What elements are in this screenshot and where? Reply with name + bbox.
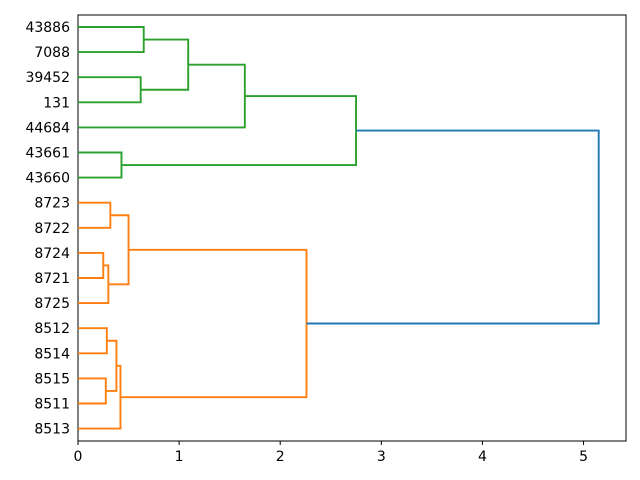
leaf-label: 43660 <box>25 171 70 187</box>
x-tick-label: 4 <box>478 449 487 465</box>
dendrogram-link-orange <box>78 201 112 229</box>
dendrogram-links <box>78 26 600 430</box>
x-tick-label: 0 <box>74 449 83 465</box>
dendrogram-link-orange <box>78 364 122 430</box>
leaf-label: 44684 <box>25 120 70 136</box>
x-tick-label: 1 <box>175 449 184 465</box>
axes-frame <box>77 14 627 442</box>
leaf-label: 8512 <box>34 321 70 337</box>
dendrogram-link-green <box>140 38 190 91</box>
dendrogram-link-orange <box>78 264 110 305</box>
leaf-label: 39452 <box>25 70 70 86</box>
leaf-label: 43661 <box>25 146 70 162</box>
leaf-label: 43886 <box>25 20 70 36</box>
leaf-label: 8723 <box>34 196 70 212</box>
dendrogram-link-green <box>78 63 246 129</box>
leaf-label: 8514 <box>34 346 70 362</box>
dendrogram-link-orange <box>108 214 130 286</box>
leaf-label: 8724 <box>34 246 70 262</box>
leaf-label: 8511 <box>34 397 70 413</box>
leaf-label: 8722 <box>34 221 70 237</box>
x-tick-label: 2 <box>276 449 285 465</box>
leaf-label: 131 <box>43 95 70 111</box>
x-axis: 0 1 2 3 4 5 <box>74 441 588 465</box>
leaf-label: 7088 <box>34 45 70 61</box>
dendrogram-link-orange <box>78 327 108 355</box>
dendrogram-link-orange <box>78 377 107 405</box>
dendrogram-link-orange <box>120 248 308 399</box>
leaf-label: 8513 <box>34 422 70 438</box>
x-tick-label: 3 <box>377 449 386 465</box>
dendrogram-link-green <box>78 76 142 104</box>
dendrogram-link-green <box>78 151 123 179</box>
dendrogram-link-blue <box>306 129 600 325</box>
leaf-label: 8725 <box>34 296 70 312</box>
dendrogram-link-green <box>78 26 145 54</box>
leaf-labels: 43886 7088 39452 131 44684 43661 43660 8723 8722… <box>25 20 70 438</box>
dendrogram-link-orange <box>78 251 105 279</box>
leaf-label: 8721 <box>34 271 70 287</box>
x-tick-label: 5 <box>579 449 588 465</box>
leaf-label: 8515 <box>34 371 70 387</box>
dendrogram-link-green <box>121 95 357 166</box>
